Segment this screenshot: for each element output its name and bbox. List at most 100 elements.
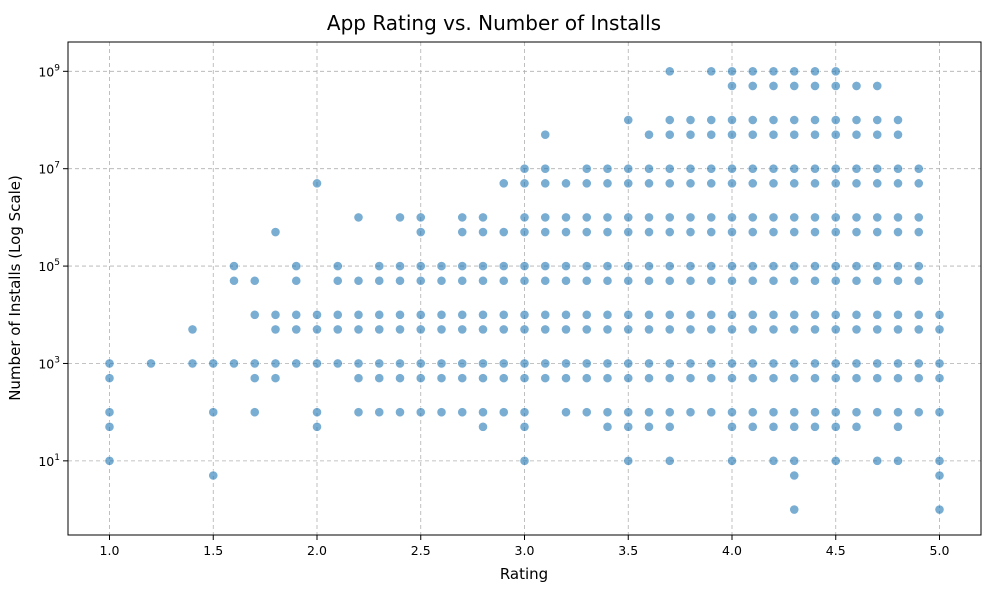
data-point: [395, 358, 405, 369]
data-point: [830, 358, 841, 369]
data-point: [623, 407, 634, 418]
y-tick-label: 109: [38, 63, 60, 79]
data-point: [644, 358, 654, 369]
data-point: [457, 212, 468, 223]
data-point: [540, 309, 551, 320]
data-point: [498, 309, 509, 320]
data-point: [934, 324, 945, 335]
data-point: [664, 178, 675, 189]
data-point: [374, 358, 385, 369]
data-point: [457, 358, 468, 369]
data-point: [602, 373, 613, 384]
data-point: [872, 115, 883, 125]
data-point: [540, 212, 551, 223]
data-point: [415, 275, 426, 286]
data-point: [851, 373, 862, 384]
data-point: [727, 212, 737, 223]
data-point: [249, 373, 260, 384]
data-point: [457, 261, 468, 271]
data-point: [747, 178, 758, 189]
data-point: [851, 212, 862, 223]
data-point: [498, 178, 509, 189]
data-point: [540, 129, 551, 140]
data-point: [415, 309, 426, 320]
data-point: [519, 309, 530, 320]
data-point: [830, 81, 841, 91]
data-point: [478, 227, 488, 237]
data-point: [561, 178, 571, 189]
data-point: [623, 178, 634, 189]
data-point: [291, 261, 302, 271]
data-point: [810, 212, 820, 223]
data-point: [768, 227, 779, 237]
data-point: [664, 66, 675, 77]
data-point: [893, 261, 903, 271]
data-point: [374, 261, 385, 271]
data-point: [519, 178, 530, 189]
data-point: [830, 212, 841, 223]
data-point: [623, 275, 634, 286]
data-point: [519, 212, 530, 223]
data-point: [457, 275, 468, 286]
data-point: [768, 275, 779, 286]
data-point: [104, 455, 115, 466]
data-point: [913, 163, 924, 174]
data-point: [104, 373, 115, 384]
y-tick-label: 107: [38, 161, 60, 177]
data-point: [581, 358, 592, 369]
data-point: [623, 309, 634, 320]
data-point: [312, 178, 322, 189]
data-point: [561, 358, 571, 369]
data-point: [270, 324, 281, 335]
data-point: [664, 407, 675, 418]
x-tick-label: 4.5: [826, 543, 846, 558]
data-point: [747, 275, 758, 286]
data-point: [768, 455, 779, 466]
data-point: [478, 275, 488, 286]
data-point: [789, 178, 800, 189]
chart-title: App Rating vs. Number of Installs: [327, 11, 661, 35]
data-point: [913, 178, 924, 189]
data-point: [893, 324, 903, 335]
data-point: [374, 324, 385, 335]
data-point: [353, 275, 364, 286]
data-point: [893, 407, 903, 418]
data-point: [872, 212, 883, 223]
data-point: [768, 309, 779, 320]
data-point: [415, 324, 426, 335]
data-point: [789, 358, 800, 369]
data-point: [851, 407, 862, 418]
data-point: [747, 407, 758, 418]
data-point: [664, 309, 675, 320]
data-point: [519, 421, 530, 432]
x-tick-label: 1.5: [203, 543, 223, 558]
x-tick-label: 4.0: [722, 543, 742, 558]
data-point: [353, 373, 364, 384]
data-point: [789, 66, 800, 77]
data-point: [747, 261, 758, 271]
x-axis-ticks: 1.0 1.5 2.0 2.5 3.0 3.5 4.0 4.5 5.0: [100, 535, 949, 558]
data-point: [457, 227, 468, 237]
data-point: [581, 163, 592, 174]
data-point: [727, 66, 737, 77]
data-point: [478, 261, 488, 271]
data-point: [519, 261, 530, 271]
data-point: [581, 275, 592, 286]
data-point: [913, 227, 924, 237]
data-point: [934, 470, 945, 481]
data-point: [872, 261, 883, 271]
data-point: [685, 261, 696, 271]
data-point: [789, 421, 800, 432]
data-point: [810, 421, 820, 432]
data-point: [332, 324, 343, 335]
data-point: [540, 178, 551, 189]
data-point: [810, 324, 820, 335]
data-point: [602, 163, 613, 174]
data-point: [581, 324, 592, 335]
data-point: [727, 178, 737, 189]
data-point: [291, 358, 302, 369]
data-point: [581, 407, 592, 418]
data-point: [436, 275, 447, 286]
data-point: [893, 455, 903, 466]
data-point: [706, 178, 717, 189]
